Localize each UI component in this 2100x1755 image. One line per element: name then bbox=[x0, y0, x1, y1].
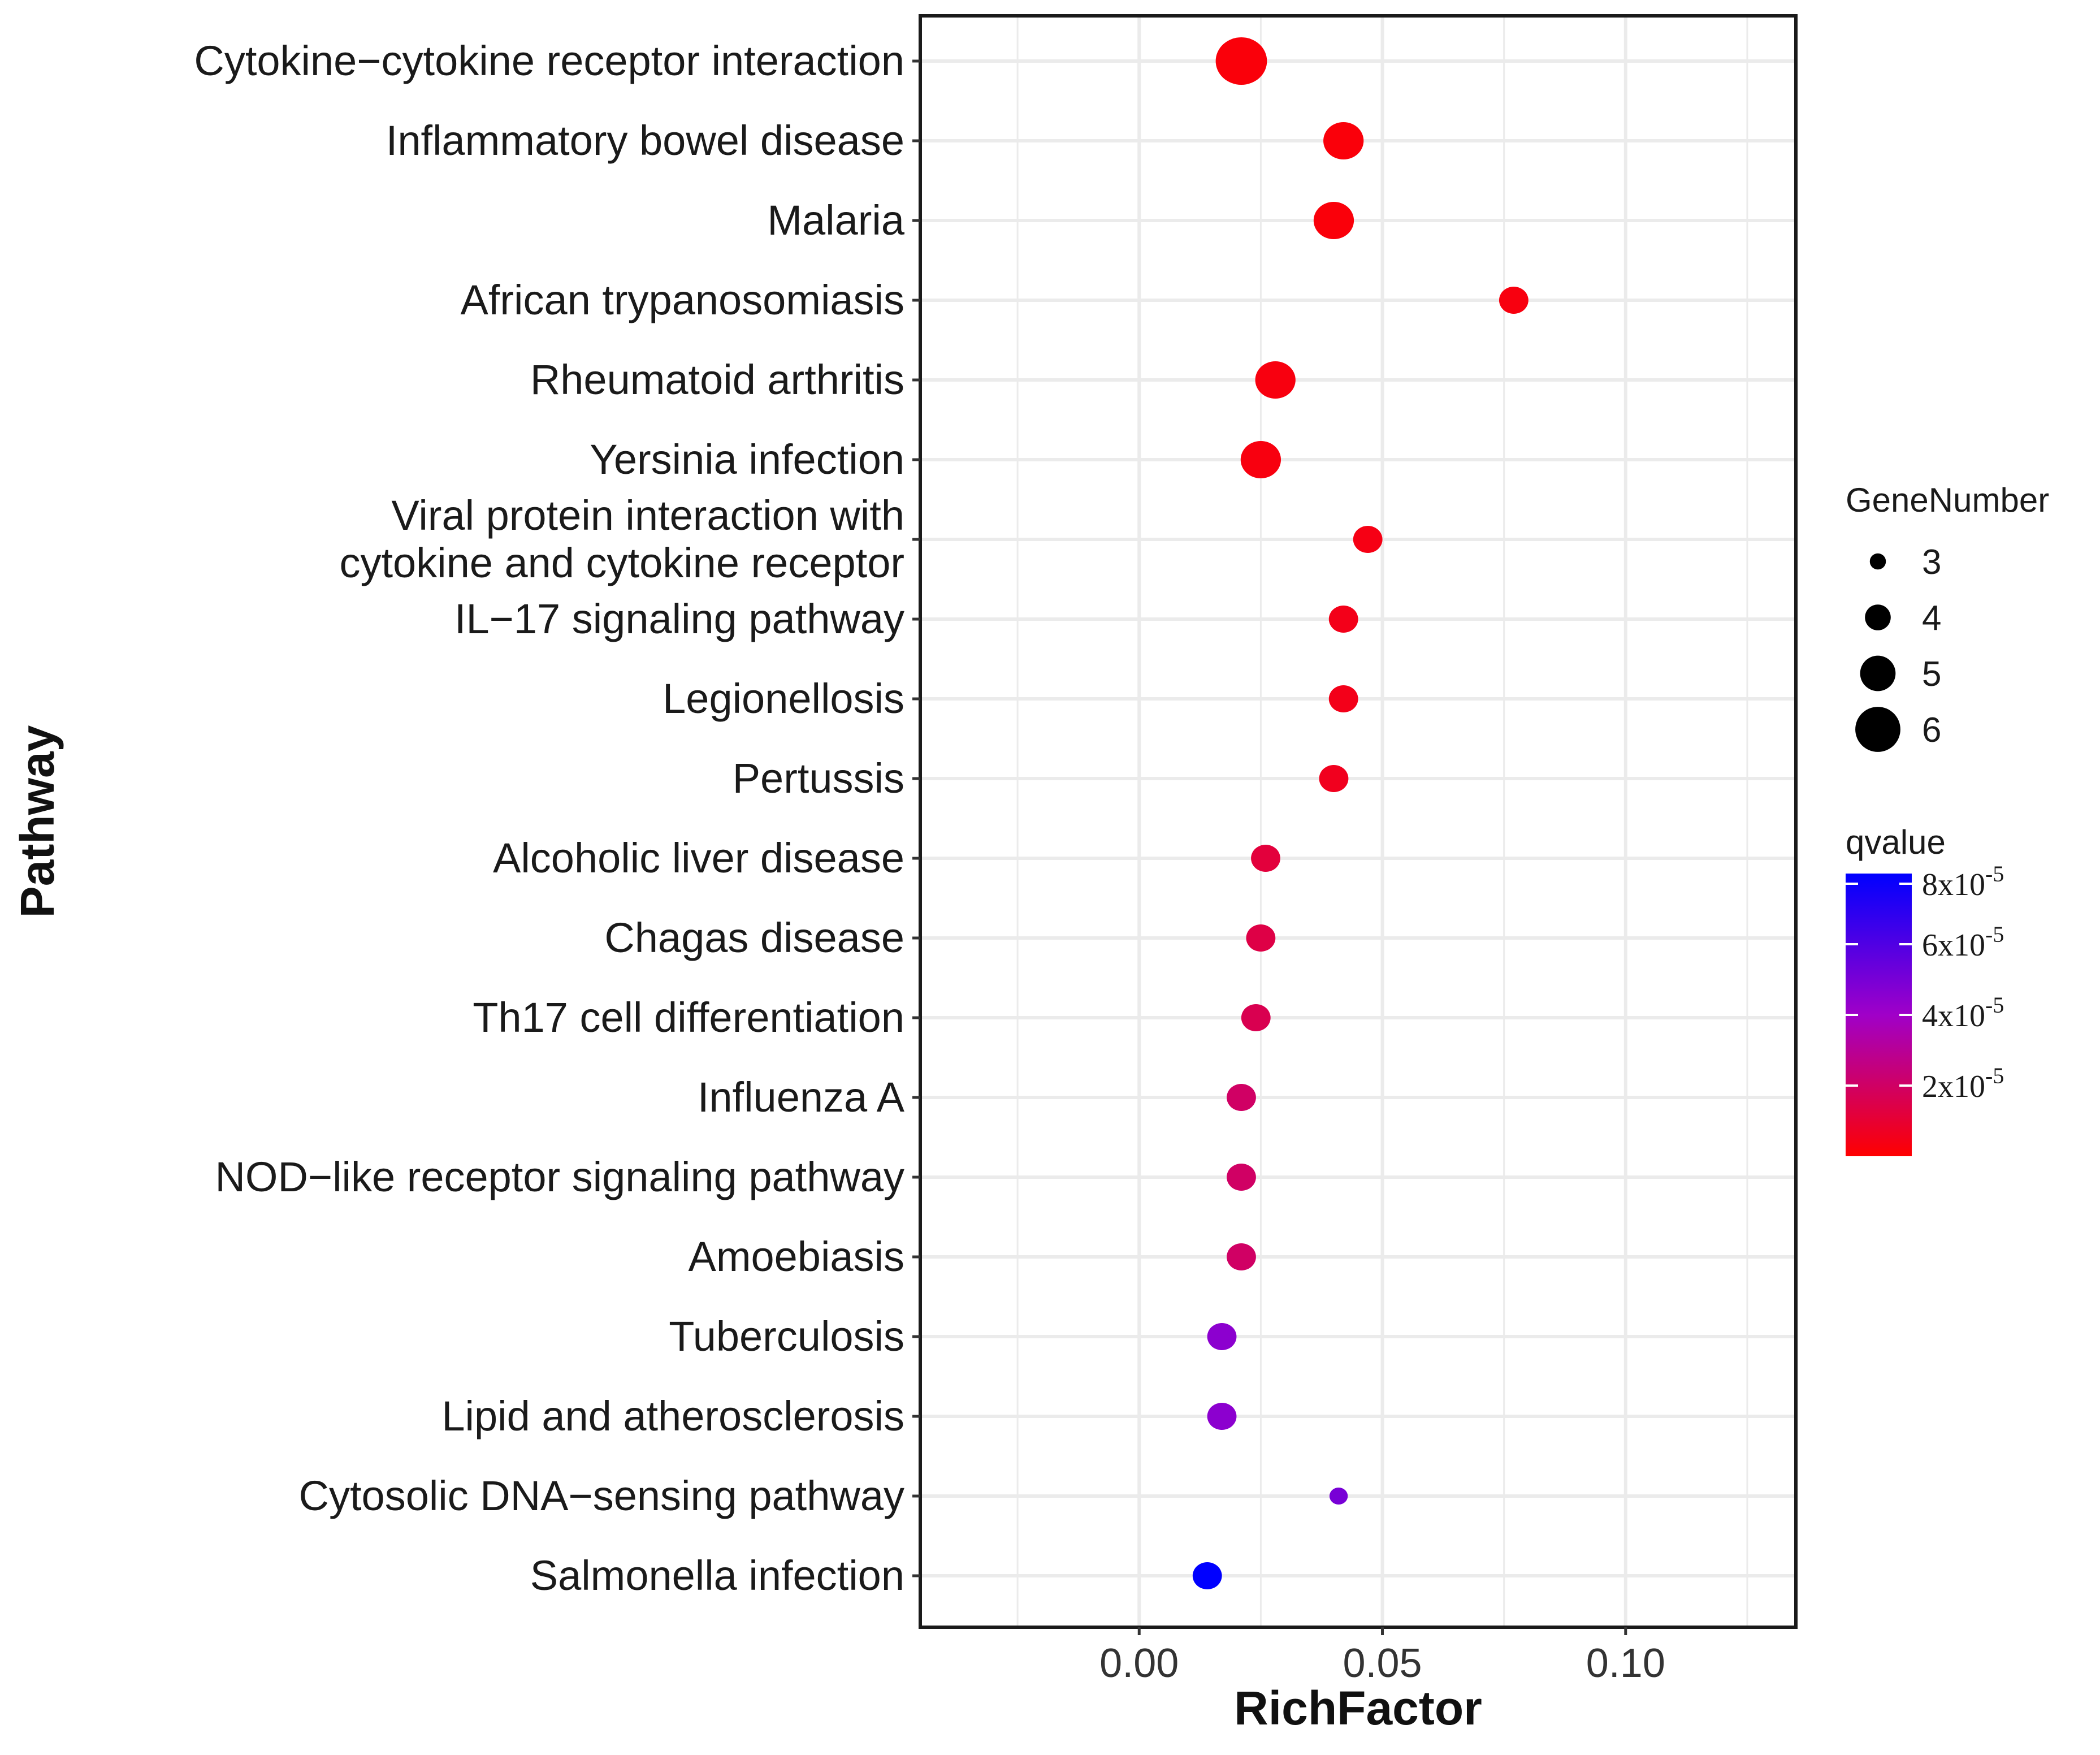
y-tick-label: Chagas disease bbox=[604, 914, 904, 961]
bubble-point bbox=[1328, 606, 1358, 633]
bubble-point bbox=[1207, 1403, 1237, 1430]
bubble-point bbox=[1227, 1084, 1256, 1111]
points-layer bbox=[1192, 37, 1529, 1589]
bubble-point bbox=[1313, 202, 1354, 239]
size-legend-label: 4 bbox=[1922, 599, 1941, 638]
y-tick-label: Lipid and atherosclerosis bbox=[441, 1393, 904, 1440]
y-tick-label: Th17 cell differentiation bbox=[473, 994, 904, 1041]
color-bar-label: 2x10-5 bbox=[1922, 1063, 2004, 1104]
bubble-point bbox=[1251, 845, 1280, 872]
y-tick-label: Rheumatoid arthritis bbox=[530, 356, 904, 403]
bubble-point bbox=[1215, 37, 1267, 85]
y-tick-label: Inflammatory bowel disease bbox=[386, 117, 904, 164]
y-tick-label: Amoebiasis bbox=[688, 1233, 904, 1280]
y-tick-label: Viral protein interaction with cytokine a… bbox=[339, 492, 904, 586]
y-tick-label: Legionellosis bbox=[663, 675, 904, 722]
y-tick-label: Malaria bbox=[767, 197, 904, 244]
bubble-point bbox=[1319, 765, 1349, 792]
grid-layer bbox=[920, 16, 1796, 1627]
size-legend-key bbox=[1860, 655, 1896, 691]
size-legend-key bbox=[1869, 553, 1886, 570]
bubble-point bbox=[1323, 122, 1364, 159]
bubble-point bbox=[1227, 1164, 1256, 1191]
color-bar-label: 6x10-5 bbox=[1922, 922, 2004, 963]
size-legend-title: GeneNumber bbox=[1846, 481, 2049, 519]
bubble-point bbox=[1207, 1323, 1237, 1350]
size-legend-label: 6 bbox=[1922, 711, 1941, 750]
y-tick-label: Cytokine−cytokine receptor interaction bbox=[194, 37, 904, 84]
y-tick-label: Yersinia infection bbox=[590, 436, 904, 483]
plot-panel-border bbox=[919, 14, 1798, 1629]
size-legend-key bbox=[1855, 707, 1900, 752]
bubble-point bbox=[1328, 685, 1358, 712]
bubble-point bbox=[1227, 1243, 1256, 1270]
bubble-point bbox=[1499, 287, 1529, 314]
y-tick-label: Alcoholic liver disease bbox=[493, 835, 904, 881]
y-tick-label: IL−17 signaling pathway bbox=[454, 595, 904, 642]
size-legend-label: 5 bbox=[1922, 655, 1941, 694]
bubble-point bbox=[1246, 924, 1276, 952]
bubble-point bbox=[1329, 1488, 1348, 1505]
color-legend: qvalue 2x10-5 4x10-5 6x10-5 8x10-5 bbox=[1846, 823, 2004, 1156]
y-tick-label: NOD−like receptor signaling pathway bbox=[215, 1153, 904, 1200]
y-tick-label: Tuberculosis bbox=[669, 1313, 904, 1360]
x-tick-label: 0.10 bbox=[1586, 1641, 1665, 1686]
x-tick-labels: 0.00 0.05 0.10 bbox=[1099, 1627, 1665, 1686]
size-legend-label: 3 bbox=[1922, 543, 1941, 582]
x-axis-title: RichFactor bbox=[1234, 1681, 1482, 1735]
size-legend-key bbox=[1865, 604, 1891, 630]
y-tick-labels: Cytokine−cytokine receptor interaction In… bbox=[194, 37, 920, 1599]
bubble-point bbox=[1241, 1004, 1271, 1031]
y-tick-label: Pertussis bbox=[733, 755, 904, 802]
y-tick-label: Salmonella infection bbox=[530, 1552, 904, 1599]
bubble-point bbox=[1240, 441, 1281, 478]
y-tick-label: African trypanosomiasis bbox=[460, 276, 904, 323]
x-tick-label: 0.00 bbox=[1099, 1641, 1179, 1686]
x-tick-label: 0.05 bbox=[1343, 1641, 1422, 1686]
y-tick-label: Cytosolic DNA−sensing pathway bbox=[299, 1472, 904, 1519]
color-bar-label: 4x10-5 bbox=[1922, 992, 2004, 1034]
color-bar-label: 8x10-5 bbox=[1922, 861, 2004, 902]
bubble-point bbox=[1255, 361, 1296, 399]
bubble-point bbox=[1192, 1562, 1222, 1589]
size-legend: GeneNumber 3 4 5 6 bbox=[1846, 481, 2049, 752]
bubble-point bbox=[1353, 526, 1383, 553]
y-tick-label: Influenza A bbox=[698, 1074, 905, 1121]
y-axis-title: Pathway bbox=[11, 725, 64, 918]
color-legend-title: qvalue bbox=[1846, 823, 1946, 861]
